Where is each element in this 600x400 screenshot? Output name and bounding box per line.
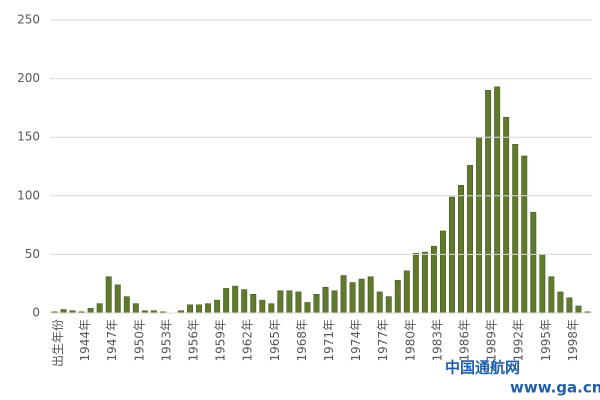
bar xyxy=(349,282,356,314)
y-tick-label: 50 xyxy=(25,247,40,261)
x-tick-label: 1980年 xyxy=(403,319,417,362)
bar xyxy=(503,117,510,314)
bar xyxy=(241,289,248,314)
bar xyxy=(412,252,419,314)
y-tick-label: 150 xyxy=(17,130,40,144)
x-tick-label: 1998年 xyxy=(566,319,580,362)
bar xyxy=(87,308,94,314)
bar xyxy=(394,279,401,314)
bar xyxy=(476,136,483,314)
bar xyxy=(539,254,546,314)
x-tick-label: 1974年 xyxy=(349,319,363,362)
bar xyxy=(187,304,193,314)
bar xyxy=(340,275,347,314)
x-tick-label: 出生年份 xyxy=(51,319,65,367)
x-tick-label: 1971年 xyxy=(322,319,336,362)
bar xyxy=(313,293,320,314)
bar xyxy=(430,245,437,314)
bar xyxy=(331,290,338,314)
x-tick-label: 1965年 xyxy=(268,319,282,362)
y-tick-label: 250 xyxy=(17,13,40,27)
x-tick-label: 1992年 xyxy=(512,319,526,362)
bar xyxy=(232,285,239,314)
bar xyxy=(205,303,212,314)
bar xyxy=(358,278,365,314)
x-tick-label: 1977年 xyxy=(376,319,390,362)
bar xyxy=(494,86,501,314)
bar xyxy=(566,297,573,314)
watermark-url: www.ga.cn xyxy=(510,379,600,397)
bar xyxy=(458,185,464,314)
x-tick-label: 1989年 xyxy=(485,319,499,362)
watermark-text: 中国通航网 xyxy=(445,359,520,377)
bar xyxy=(196,304,203,314)
bar xyxy=(449,196,455,314)
bar xyxy=(521,155,528,314)
bar xyxy=(557,291,564,314)
y-tick-label: 200 xyxy=(17,71,40,85)
bar xyxy=(530,211,537,314)
x-tick-label: 1995年 xyxy=(539,319,553,362)
bar xyxy=(214,299,221,314)
x-tick-label: 1956年 xyxy=(187,319,201,362)
bar xyxy=(403,270,410,314)
bar xyxy=(268,303,275,314)
x-tick-label: 1953年 xyxy=(159,319,173,362)
bar xyxy=(295,291,302,314)
bar xyxy=(132,303,139,314)
bar xyxy=(286,290,293,314)
bar xyxy=(223,288,230,314)
x-tick-label: 1944年 xyxy=(78,319,92,362)
bar xyxy=(277,290,284,314)
bar xyxy=(250,293,257,314)
bar xyxy=(105,276,112,314)
x-tick-label: 1959年 xyxy=(214,319,228,362)
y-tick-label: 100 xyxy=(17,188,40,202)
bar xyxy=(123,296,130,314)
bar xyxy=(467,165,474,314)
x-tick-label: 1947年 xyxy=(105,319,119,362)
bar xyxy=(439,230,446,314)
bar xyxy=(548,276,555,314)
bar xyxy=(304,302,311,314)
x-tick-label: 1968年 xyxy=(295,319,309,362)
x-tick-label: 1962年 xyxy=(241,319,255,362)
x-tick-label: 1986年 xyxy=(458,319,472,362)
bar xyxy=(485,90,492,314)
bar xyxy=(60,309,67,314)
y-tick-label: 0 xyxy=(32,306,40,320)
bar xyxy=(421,251,428,314)
bar xyxy=(575,305,582,314)
bar xyxy=(376,291,383,314)
bar xyxy=(96,303,103,314)
x-tick-label: 1950年 xyxy=(132,319,146,362)
bar xyxy=(385,296,392,314)
bar xyxy=(114,284,121,314)
bar xyxy=(322,286,329,314)
bar xyxy=(512,143,519,314)
bar xyxy=(367,276,374,314)
x-tick-label: 1983年 xyxy=(430,319,444,362)
bar xyxy=(259,299,266,314)
